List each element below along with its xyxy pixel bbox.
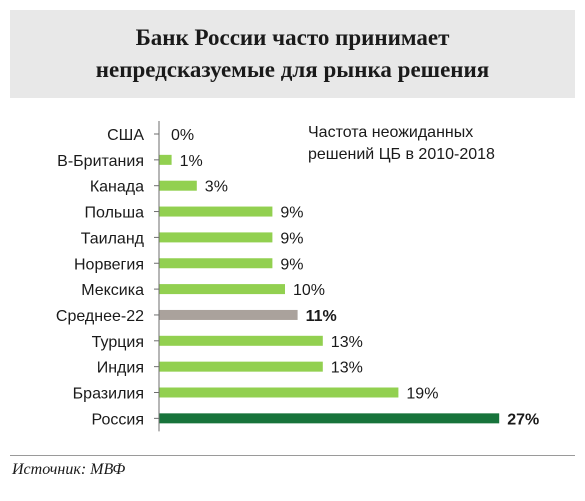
category-label: Мексика — [81, 282, 144, 299]
value-label: 1% — [180, 153, 203, 170]
category-label: Норвегия — [74, 256, 144, 273]
value-label: 27% — [507, 411, 539, 428]
category-label: Таиланд — [81, 230, 145, 247]
bar — [159, 361, 323, 372]
bar — [159, 180, 197, 191]
bar — [159, 206, 273, 217]
value-label: 13% — [331, 360, 363, 377]
bar — [159, 284, 285, 295]
category-label: Турция — [92, 334, 144, 351]
value-label: 9% — [280, 230, 303, 247]
category-label: Бразилия — [73, 386, 144, 403]
bar — [159, 335, 323, 346]
title-band: Банк России часто принимает непредсказуе… — [10, 10, 575, 98]
value-label: 3% — [205, 179, 228, 196]
chart-title-line-2: непредсказуемые для рынка решения — [95, 57, 490, 82]
value-label: 11% — [306, 308, 337, 325]
bar — [159, 232, 273, 243]
source-note: Источник: МВФ — [12, 461, 126, 478]
bar — [159, 154, 172, 165]
bar — [159, 309, 298, 320]
footer-divider — [10, 455, 575, 456]
value-label: 19% — [406, 386, 438, 403]
category-label: В-Британия — [57, 153, 144, 170]
category-label: Россия — [92, 411, 144, 428]
category-label: США — [107, 127, 144, 144]
bar — [159, 258, 273, 269]
value-label: 13% — [331, 334, 363, 351]
category-label: Канада — [90, 179, 144, 196]
chart-annotation: Частота неожиданных — [308, 124, 473, 141]
bar — [159, 413, 500, 424]
chart-title-line-1: Банк России часто принимает — [135, 25, 450, 50]
bar — [159, 387, 399, 398]
value-label: 9% — [280, 205, 303, 222]
category-label: Индия — [97, 360, 144, 377]
value-label: 9% — [280, 256, 303, 273]
chart-annotation: решений ЦБ в 2010-2018 — [308, 146, 495, 163]
value-label: 0% — [171, 127, 194, 144]
value-label: 10% — [293, 282, 325, 299]
category-label: Среднее-22 — [56, 308, 144, 325]
category-label: Польша — [85, 205, 145, 222]
